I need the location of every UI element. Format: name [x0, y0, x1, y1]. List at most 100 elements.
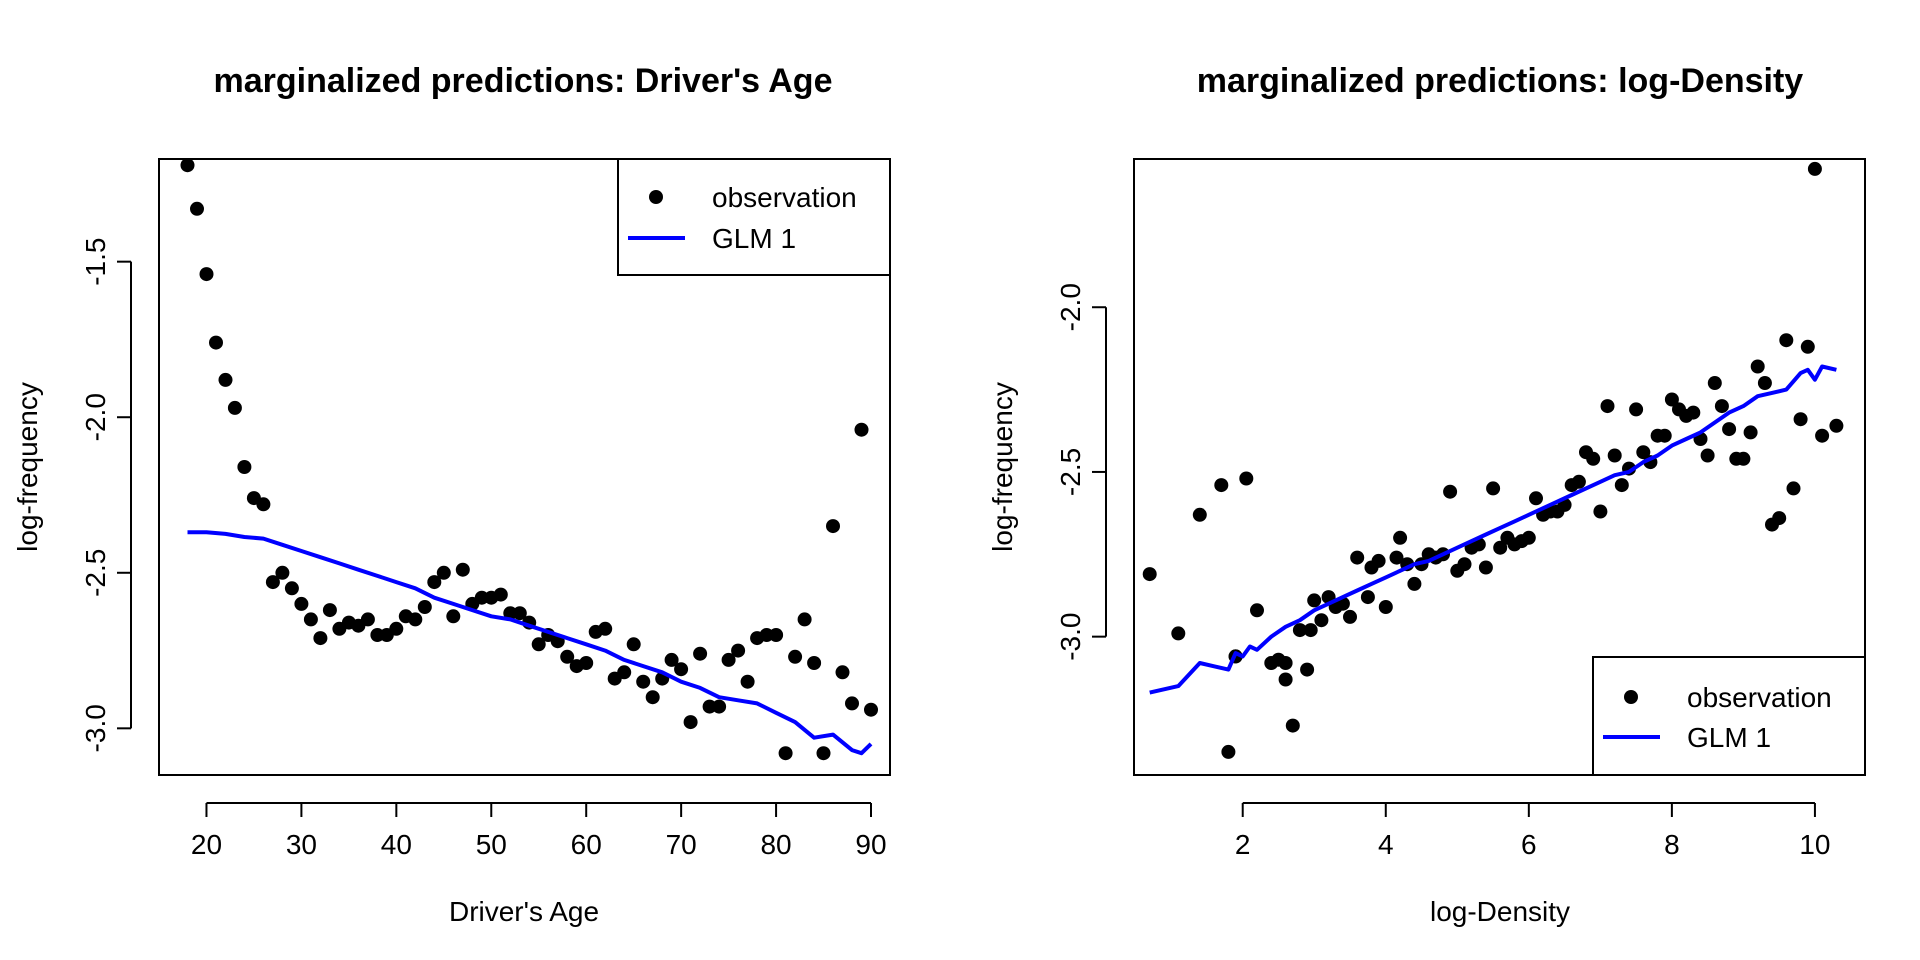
observation-point [1722, 422, 1737, 437]
x-tick-label: 60 [571, 829, 602, 860]
density-panel: marginalized predictions: log-Density 2 4… [987, 62, 1866, 927]
observation-point [1292, 623, 1307, 638]
observation-point [769, 628, 784, 642]
observation-point [683, 715, 698, 730]
age-marks: 20 30 40 50 60 70 80 90 -1.5 -2.0 -2.5 -3.0 [80, 158, 887, 860]
y-tick-label: -2.0 [80, 393, 111, 441]
observation-point [408, 612, 423, 627]
observation-point [1478, 560, 1493, 575]
observation-point [209, 335, 223, 350]
observation-point [1593, 504, 1608, 519]
density-legend: observation GLM 1 [1592, 656, 1866, 776]
x-tick-label: 2 [1235, 829, 1251, 860]
observation-point [1614, 478, 1629, 493]
observation-point [427, 575, 442, 590]
observation-point [1250, 603, 1264, 618]
legend-box [617, 158, 891, 276]
observation-point [864, 702, 878, 717]
observation-point [1171, 626, 1186, 641]
observation-point [693, 646, 708, 661]
observation-point [1303, 623, 1318, 638]
observation-point [190, 201, 204, 216]
observation-point [389, 621, 404, 636]
observation-point [1657, 428, 1672, 443]
observation-point [1607, 448, 1622, 463]
x-tick-label: 10 [1799, 829, 1830, 860]
observation-point [1278, 656, 1293, 670]
observation-point [579, 656, 594, 670]
observation-point [1307, 593, 1322, 608]
observation-point [712, 699, 727, 714]
x-tick-label: 6 [1521, 829, 1537, 860]
observation-point [275, 565, 290, 580]
observation-point [797, 612, 812, 627]
density-marks: 2 4 6 8 10 -2.0 -2.5 -3.0 [1055, 161, 1844, 860]
age-panel: marginalized predictions: Driver's Age 2… [12, 62, 891, 927]
observation-point [1707, 376, 1722, 390]
observation-point [303, 612, 318, 627]
observation-point [1239, 471, 1254, 486]
y-tick-label: -3.0 [80, 704, 111, 752]
observation-point [1221, 744, 1236, 759]
observation-point [740, 674, 755, 689]
observation-point [788, 649, 803, 664]
legend-box [1592, 656, 1866, 776]
x-tick-label: 20 [191, 829, 222, 860]
observation-point [1371, 553, 1386, 568]
x-tick-label: 50 [476, 829, 507, 860]
legend-observation-label: observation [1687, 682, 1832, 713]
y-tick-label: -2.5 [80, 549, 111, 597]
observation-point [218, 372, 233, 387]
y-tick-label: -2.0 [1055, 283, 1086, 331]
observation-point [493, 587, 508, 602]
observation-point [1214, 478, 1229, 493]
observation-point [1393, 530, 1408, 545]
observation-point [731, 643, 746, 658]
observation-point [664, 652, 679, 667]
observation-point [1757, 376, 1772, 390]
observation-point [313, 631, 328, 646]
observation-point [1389, 550, 1404, 565]
observation-point [1772, 511, 1787, 526]
observation-point [1686, 405, 1701, 420]
observation-point [294, 596, 309, 611]
observation-point [436, 565, 451, 580]
observation-point [265, 575, 280, 590]
observation-point [1750, 359, 1765, 374]
observation-point [1800, 339, 1815, 354]
x-tick-label: 90 [855, 829, 886, 860]
observation-point [1600, 399, 1615, 414]
observation-point [417, 600, 432, 614]
observation-point [1586, 451, 1601, 466]
glm-line [187, 530, 873, 756]
x-tick-label: 40 [381, 829, 412, 860]
x-tick-label: 8 [1664, 829, 1680, 860]
observation-point [598, 621, 613, 636]
observation-point [180, 158, 195, 173]
legend-glm-label: GLM 1 [712, 223, 796, 254]
observation-point [1278, 672, 1293, 687]
observation-point [446, 609, 461, 624]
observation-point [1829, 418, 1844, 433]
x-tick-label: 70 [666, 829, 697, 860]
observation-point [1378, 600, 1393, 614]
age-legend: observation GLM 1 [617, 158, 891, 276]
observation-point [674, 662, 689, 677]
observation-point [227, 400, 242, 415]
observation-point [826, 519, 840, 534]
observation-point [1636, 445, 1651, 460]
observation-point [1529, 491, 1543, 506]
observation-point [1300, 662, 1315, 677]
observation-point [1350, 550, 1365, 565]
observation-point [845, 696, 859, 711]
observation-point [816, 746, 831, 761]
observation-point [1407, 576, 1422, 591]
observation-point [1714, 399, 1729, 414]
observation-point [1729, 451, 1744, 466]
observation-point [1486, 481, 1501, 496]
observation-point [1786, 481, 1801, 496]
observation-point [1285, 718, 1300, 733]
observation-point [1700, 448, 1715, 463]
observation-point [199, 267, 214, 282]
